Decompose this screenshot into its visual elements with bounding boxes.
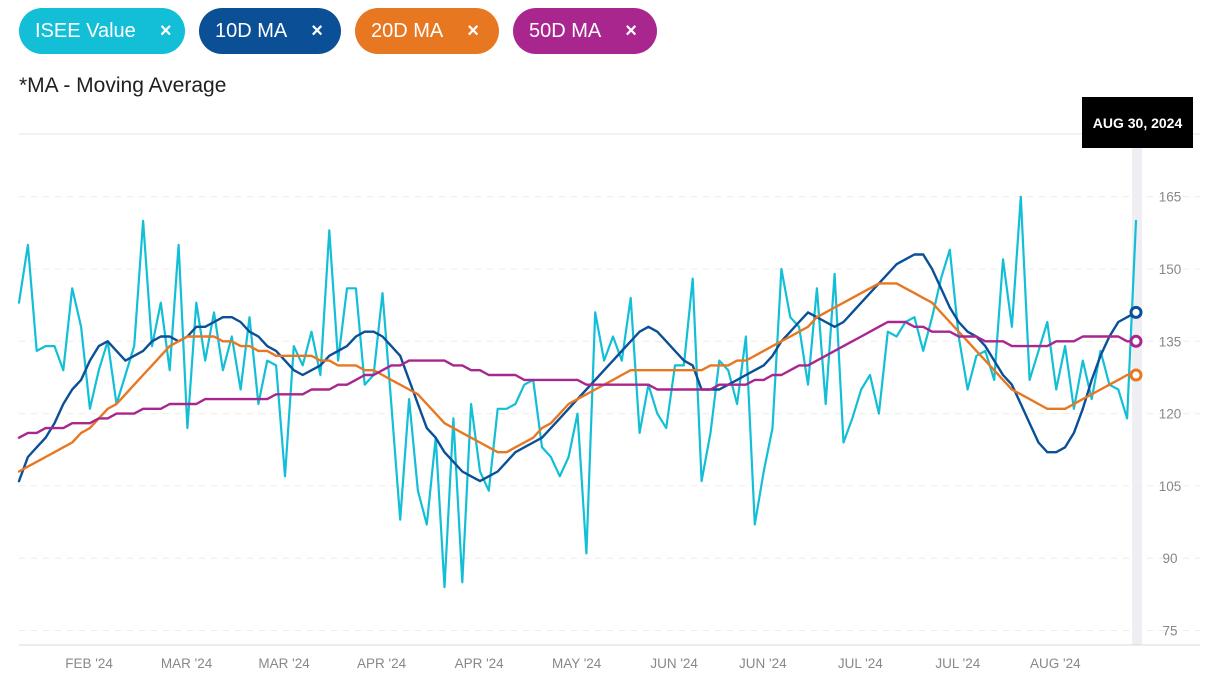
legend-chip-label: 20D MA (371, 19, 444, 42)
y-tick-label: 105 (1159, 479, 1182, 494)
x-tick-label: AUG '24 (1030, 656, 1081, 671)
x-tick-label: JUN '24 (739, 656, 787, 671)
x-tick-label: FEB '24 (65, 656, 113, 671)
moving-average-note: *MA - Moving Average (19, 74, 227, 97)
x-tick-label: JUN '24 (650, 656, 698, 671)
series-line-20d-ma (17, 282, 1138, 473)
close-icon[interactable]: × (159, 20, 172, 42)
end-marker-50d-ma (1129, 334, 1143, 348)
series-line-isee-value (17, 195, 1138, 589)
legend-chip-50d-ma[interactable]: 50D MA × (513, 8, 657, 54)
y-tick-label: 90 (1162, 551, 1177, 566)
x-tick-label: MAR '24 (258, 656, 310, 671)
chart-series (17, 195, 1138, 589)
close-icon[interactable]: × (467, 20, 479, 42)
hover-band (1132, 134, 1142, 645)
series-line-50d-ma (17, 320, 1138, 439)
x-tick-label: APR '24 (357, 656, 407, 671)
y-tick-label: 135 (1159, 334, 1182, 349)
legend-chip-isee-value[interactable]: ISEE Value × (19, 8, 185, 54)
x-tick-label: MAR '24 (161, 656, 213, 671)
y-tick-label: 120 (1159, 407, 1182, 422)
end-marker-20d-ma (1129, 368, 1143, 382)
chart-end-markers (1129, 305, 1143, 382)
series-line-10d-ma (17, 253, 1138, 483)
end-marker-10d-ma (1129, 305, 1143, 319)
y-axis: 75 90 105 120 135 150 165 (1159, 190, 1182, 639)
x-tick-label: JUL '24 (838, 656, 883, 671)
legend-chip-20d-ma[interactable]: 20D MA × (355, 8, 499, 54)
legend-chip-10d-ma[interactable]: 10D MA × (199, 8, 341, 54)
close-icon[interactable]: × (625, 20, 637, 42)
legend-chip-label: ISEE Value (35, 19, 136, 42)
legend-chips: ISEE Value × 10D MA × 20D MA × 50D MA × (19, 8, 657, 54)
y-tick-label: 150 (1159, 262, 1182, 277)
y-tick-label: 165 (1159, 190, 1182, 205)
date-tooltip: AUG 30, 2024 (1082, 97, 1193, 148)
x-tick-label: APR '24 (455, 656, 505, 671)
legend-chip-label: 50D MA (529, 19, 602, 42)
x-tick-label: MAY '24 (552, 656, 602, 671)
chart-background (1132, 134, 1142, 645)
legend-chip-label: 10D MA (215, 19, 288, 42)
x-axis: FEB '24 MAR '24 MAR '24 APR '24 APR '24 MAY '… (65, 656, 1081, 671)
y-tick-label: 75 (1162, 624, 1177, 639)
chart-gridlines (19, 133, 1200, 646)
x-tick-label: JUL '24 (935, 656, 980, 671)
close-icon[interactable]: × (311, 20, 323, 42)
